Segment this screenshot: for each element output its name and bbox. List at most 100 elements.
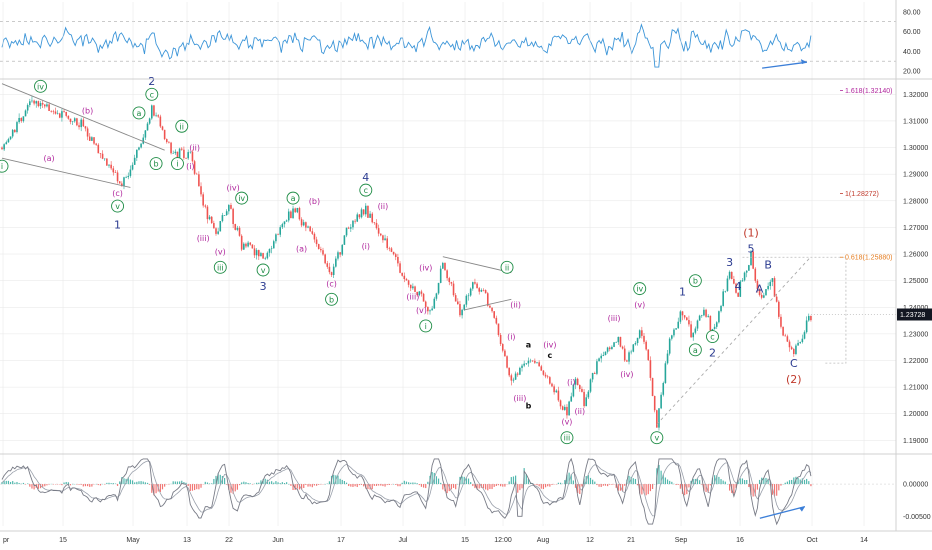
trendline-3[interactable] bbox=[464, 298, 512, 311]
osc-bar bbox=[487, 484, 489, 491]
candle-body bbox=[568, 401, 570, 416]
wave-label: (i) bbox=[186, 162, 194, 171]
osc-bar bbox=[232, 484, 234, 494]
osc-bar bbox=[583, 478, 585, 485]
candle-body bbox=[56, 113, 59, 115]
candle-body bbox=[799, 342, 802, 343]
osc-bar bbox=[296, 484, 298, 489]
candle-body bbox=[350, 227, 352, 229]
candle-body bbox=[444, 262, 446, 271]
x-tick-label: 13 bbox=[183, 537, 191, 544]
osc-bar bbox=[778, 484, 780, 491]
candle-body bbox=[735, 283, 737, 293]
x-tick-label: May bbox=[126, 537, 140, 544]
candle-body bbox=[397, 256, 399, 264]
osc-bar bbox=[519, 484, 521, 491]
osc-bar bbox=[360, 484, 363, 485]
price-panel: 1.32000 1.31000 1.30000 1.29000 1.28000 1.270… bbox=[0, 2, 932, 526]
osc-bar bbox=[594, 481, 596, 485]
candle-body bbox=[709, 315, 712, 331]
wave-label: iv bbox=[238, 194, 245, 203]
candle-body bbox=[715, 322, 718, 327]
wave-label: (b) bbox=[309, 197, 320, 206]
osc-bar bbox=[410, 482, 412, 485]
osc-bar bbox=[367, 484, 369, 490]
osc-bar bbox=[799, 479, 801, 485]
rsi-divergence-arrow[interactable] bbox=[762, 61, 808, 69]
candle-body bbox=[600, 355, 602, 359]
osc-bar bbox=[315, 484, 318, 486]
x-tick-label: 14 bbox=[860, 537, 868, 544]
candle-body bbox=[37, 101, 40, 107]
osc-divergence-arrow[interactable] bbox=[759, 506, 806, 519]
osc-bar bbox=[455, 484, 457, 490]
osc-bar bbox=[311, 484, 313, 488]
trendline-0[interactable] bbox=[1, 83, 165, 151]
candle-body bbox=[793, 349, 795, 355]
osc-bar bbox=[264, 478, 266, 485]
trendline-4[interactable] bbox=[656, 256, 812, 425]
candle-body bbox=[795, 345, 797, 355]
osc-bar bbox=[326, 483, 328, 485]
osc-bar bbox=[219, 474, 221, 485]
osc-bar bbox=[307, 484, 309, 487]
osc-bar bbox=[144, 482, 146, 485]
osc-bar bbox=[1, 482, 3, 485]
candle-body bbox=[540, 366, 543, 371]
candle-body bbox=[200, 186, 202, 195]
osc-bar bbox=[208, 483, 211, 485]
candle-body bbox=[452, 283, 455, 296]
candle-body bbox=[551, 383, 553, 387]
osc-bar bbox=[194, 484, 196, 491]
candle-body bbox=[700, 315, 703, 316]
candle-body bbox=[422, 293, 425, 302]
osc-bar bbox=[273, 482, 275, 485]
price-tick-label: 1.28000 bbox=[903, 198, 928, 205]
candle-body bbox=[272, 241, 275, 249]
wave-label: a bbox=[693, 346, 698, 355]
osc-bar bbox=[403, 480, 405, 485]
candle-body bbox=[287, 211, 290, 221]
osc-bar bbox=[384, 484, 386, 487]
osc-bar bbox=[577, 484, 579, 494]
candle-body bbox=[469, 288, 472, 296]
candle-body bbox=[683, 315, 686, 318]
candle-body bbox=[756, 280, 759, 290]
osc-bar bbox=[754, 484, 756, 497]
candle-body bbox=[377, 228, 380, 234]
wave-label: a bbox=[137, 109, 142, 118]
candle-body bbox=[643, 335, 645, 342]
candle-body bbox=[546, 376, 549, 378]
candle-body bbox=[790, 347, 793, 350]
trendline-2[interactable] bbox=[442, 256, 512, 274]
osc-bar bbox=[491, 484, 493, 490]
price-tick-label: 1.26000 bbox=[903, 252, 928, 259]
candle-body bbox=[268, 249, 271, 253]
candle-body bbox=[290, 211, 292, 219]
osc-bar bbox=[607, 484, 609, 487]
wave-label: (a) bbox=[296, 245, 307, 254]
osc-bar bbox=[408, 482, 410, 485]
osc-bar bbox=[758, 479, 761, 485]
candle-body bbox=[91, 137, 93, 141]
osc-bar bbox=[692, 479, 694, 485]
wave-label: C bbox=[790, 357, 798, 370]
candle-body bbox=[516, 373, 519, 375]
candle-body bbox=[587, 391, 590, 398]
trendline-1[interactable] bbox=[1, 157, 131, 188]
osc-bar bbox=[598, 484, 600, 487]
projection-box[interactable] bbox=[742, 256, 847, 364]
wave-label: ii bbox=[180, 122, 184, 131]
osc-bar bbox=[729, 484, 731, 491]
osc-bar bbox=[380, 484, 382, 486]
candle-body bbox=[803, 332, 806, 339]
candle-body bbox=[677, 321, 680, 329]
candle-body bbox=[369, 213, 371, 218]
wave-label: iv bbox=[636, 285, 643, 294]
osc-bar bbox=[14, 482, 16, 485]
osc-bar bbox=[750, 484, 752, 495]
candle-body bbox=[283, 221, 286, 225]
osc-bar bbox=[420, 484, 423, 487]
oscillator-panel: 0.00000 -0.00500 bbox=[0, 457, 931, 526]
